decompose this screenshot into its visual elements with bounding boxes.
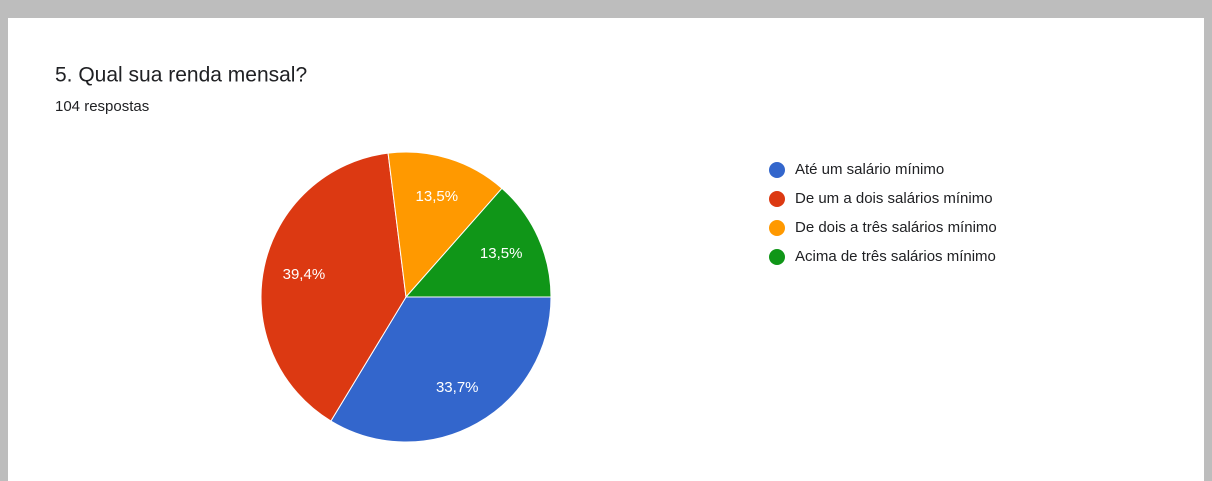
slice-label: 13,5% [416, 188, 459, 205]
chart-title: 5. Qual sua renda mensal? [55, 64, 307, 87]
slice-label: 33,7% [436, 379, 479, 396]
card [8, 18, 1204, 481]
pie-slice [260, 152, 407, 422]
legend-label: De dois a três salários mínimo [795, 219, 997, 236]
pie-slice [330, 296, 552, 443]
slice-label: 39,4% [283, 266, 326, 283]
legend-label: De um a dois salários mínimo [795, 190, 993, 207]
pie-slice [387, 151, 503, 299]
legend-label: Acima de três salários mínimo [795, 248, 996, 265]
chart-subtitle: 104 respostas [55, 98, 149, 115]
slice-label: 13,5% [480, 245, 523, 262]
legend-swatch [769, 220, 785, 236]
legend-label: Até um salário mínimo [795, 161, 944, 178]
legend-swatch [769, 249, 785, 265]
legend-swatch [769, 191, 785, 207]
pie-slice [404, 187, 552, 298]
legend-swatch [769, 162, 785, 178]
